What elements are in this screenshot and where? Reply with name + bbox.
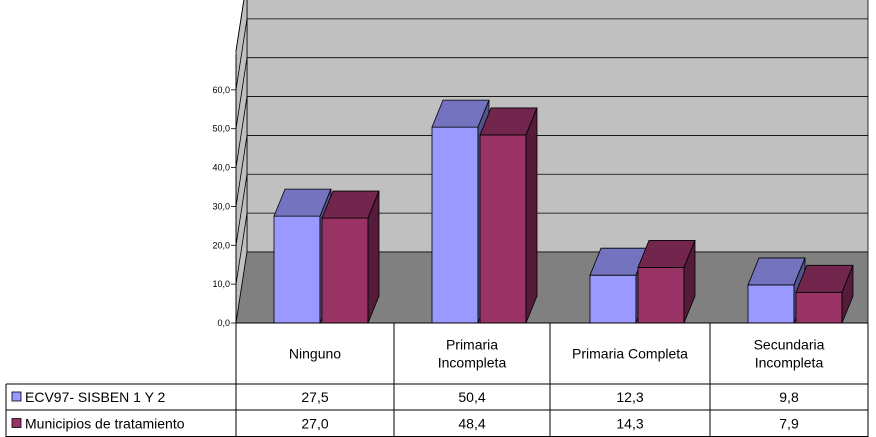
category-label: Ninguno [289,346,341,362]
bar-front [321,217,369,324]
bar [479,107,538,324]
gridline [235,0,245,52]
bars [273,99,854,324]
data-label: 14,3 [616,416,643,432]
gridlines [235,0,868,285]
data-label: 12,3 [616,389,643,405]
y-tick-label: 50,0 [212,124,230,134]
category-label: Incompleta [438,355,507,371]
bar-side [367,190,380,324]
y-tick-label: 30,0 [212,201,230,211]
y-tick-label: 40,0 [212,163,230,173]
chart-walls [235,0,869,324]
bar-side [525,107,538,324]
bar-front [431,126,479,324]
data-label: 27,0 [301,416,328,432]
category-label: Primaria [446,337,498,353]
bar-side [841,265,854,324]
bar [637,240,696,324]
series-name: ECV97- SISBEN 1 Y 2 [25,389,166,405]
series-name: Municipios de tratamiento [25,416,185,432]
legend-swatch [11,418,22,428]
data-label: 9,8 [779,389,799,405]
y-tick-label: 10,0 [212,279,230,289]
data-label: 7,9 [779,416,799,432]
data-label: 48,4 [458,416,485,432]
gridline [235,18,868,90]
gridline [235,135,868,207]
bar-side [683,240,696,324]
bar-front [589,274,637,324]
gridline [235,96,868,168]
category-label: Primaria Completa [572,346,688,362]
y-axis: 0,0 10,0 20,0 30,0 40,0 50,0 60,0 [212,54,237,328]
bar-front [747,284,795,324]
bar-front [637,267,685,324]
gridline [235,212,868,285]
y-tick-label: 0,0 [217,318,230,328]
y-tick-label: 60,0 [212,85,230,95]
data-label: 50,4 [458,389,485,405]
data-table: Ninguno Primaria Incompleta Primaria Comple… [5,322,869,437]
bar-front [479,134,527,324]
category-label: Secundaria [754,337,825,353]
bar [321,190,380,324]
legend-swatch [11,391,22,402]
bar-front [273,215,321,324]
bar [795,264,854,324]
bar-front [795,291,843,324]
gridline [235,57,868,129]
data-label: 27,5 [301,389,328,405]
category-label: Incompleta [755,355,824,371]
y-tick-label: 20,0 [212,240,230,250]
gridline [235,173,868,246]
